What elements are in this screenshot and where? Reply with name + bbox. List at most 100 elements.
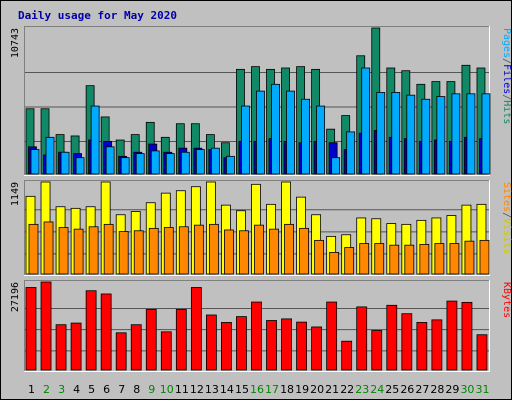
bar-sites-day-19 xyxy=(299,227,309,275)
bar-sites-day-27 xyxy=(419,243,430,275)
bar-kbytes-day-12 xyxy=(190,287,202,371)
bar-kbytes-day-27 xyxy=(416,322,428,371)
day-label: 31 xyxy=(475,383,489,396)
day-label: 5 xyxy=(88,383,95,396)
bar-kbytes-day-26 xyxy=(401,313,413,371)
day-label: 6 xyxy=(103,383,110,396)
day-label: 9 xyxy=(148,383,155,396)
bar-sites-day-29 xyxy=(449,243,460,275)
panel-legend: KBytes xyxy=(501,282,512,318)
bar-kbytes-day-3 xyxy=(55,324,67,371)
day-label: 23 xyxy=(355,383,369,396)
bar-kbytes-day-7 xyxy=(115,332,127,371)
day-label: 4 xyxy=(73,383,80,396)
legend-entry: Visits xyxy=(501,218,512,254)
bar-pages-day-1 xyxy=(30,149,40,175)
bar-sites-day-1 xyxy=(28,223,39,275)
bar-kbytes-day-1 xyxy=(25,287,37,371)
bar-pages-day-9 xyxy=(150,150,160,175)
bar-sites-day-17 xyxy=(269,228,279,275)
day-label: 7 xyxy=(118,383,125,396)
bar-pages-day-25 xyxy=(391,92,401,175)
day-label: 18 xyxy=(280,383,294,396)
bar-sites-day-7 xyxy=(118,231,129,275)
bar-kbytes-day-20 xyxy=(311,326,323,371)
legend-entry: KBytes xyxy=(501,282,512,318)
bar-kbytes-day-10 xyxy=(160,331,172,371)
legend-entry: / xyxy=(501,58,512,64)
bar-kbytes-day-6 xyxy=(100,293,112,371)
bar-sites-day-15 xyxy=(239,230,249,275)
bar-sites-day-3 xyxy=(58,227,69,275)
bar-sites-day-11 xyxy=(178,226,189,275)
bar-sites-day-6 xyxy=(103,223,114,275)
bar-kbytes-day-21 xyxy=(326,301,338,371)
bar-kbytes-day-18 xyxy=(281,318,292,371)
day-label: 27 xyxy=(415,383,429,396)
panel-max-label: 27196 xyxy=(10,282,21,312)
bar-pages-day-20 xyxy=(316,105,326,175)
bar-kbytes-day-5 xyxy=(85,290,97,371)
bar-kbytes-day-14 xyxy=(221,322,232,371)
bar-kbytes-day-23 xyxy=(356,306,368,371)
bar-sites-day-18 xyxy=(284,223,294,275)
chart-panel-2: 27196 KBytes xyxy=(10,280,512,372)
day-label: 26 xyxy=(400,383,414,396)
bar-pages-day-23 xyxy=(361,67,371,175)
bar-sites-day-24 xyxy=(374,243,385,275)
legend-entry: Hits xyxy=(501,100,512,124)
legend-entry: Sites xyxy=(501,182,512,212)
day-label: 10 xyxy=(160,383,174,396)
bar-pages-day-17 xyxy=(271,83,280,175)
day-label: 28 xyxy=(430,383,444,396)
bar-kbytes-day-8 xyxy=(130,324,142,371)
day-label: 13 xyxy=(205,383,219,396)
bar-kbytes-day-28 xyxy=(431,319,443,371)
chart-panel-1: 1149 Sites/Visits xyxy=(10,180,512,276)
bar-pages-day-13 xyxy=(210,147,220,175)
bar-kbytes-day-25 xyxy=(386,304,398,371)
bar-kbytes-day-2 xyxy=(40,281,52,371)
day-label: 30 xyxy=(460,383,474,396)
bar-kbytes-day-31 xyxy=(476,334,488,371)
panel-max-label: 10743 xyxy=(10,28,21,58)
day-label: 1 xyxy=(28,383,35,396)
bar-sites-day-10 xyxy=(163,227,174,275)
bar-kbytes-day-4 xyxy=(70,322,82,371)
bar-kbytes-day-13 xyxy=(205,314,217,371)
bar-sites-day-2 xyxy=(43,221,54,275)
bar-pages-day-6 xyxy=(105,146,115,175)
day-label: 17 xyxy=(265,383,279,396)
bar-kbytes-day-30 xyxy=(461,301,473,371)
day-label: 16 xyxy=(250,383,264,396)
legend-entry: Files xyxy=(501,64,512,94)
bar-sites-day-16 xyxy=(254,224,264,275)
bar-pages-day-24 xyxy=(376,92,386,175)
bar-pages-day-22 xyxy=(346,131,356,175)
bar-pages-day-31 xyxy=(481,93,491,175)
bar-pages-day-26 xyxy=(406,94,416,175)
day-label: 8 xyxy=(133,383,140,396)
panel-legend: Pages/Files/Hits xyxy=(501,28,512,124)
bar-kbytes-day-19 xyxy=(296,321,307,371)
bar-sites-day-14 xyxy=(224,229,234,275)
bar-sites-day-26 xyxy=(404,244,415,275)
bar-pages-day-10 xyxy=(165,153,175,175)
bar-pages-day-16 xyxy=(256,90,265,175)
bar-kbytes-day-9 xyxy=(145,309,157,371)
day-label: 2 xyxy=(43,383,50,396)
chart-panel-0: 10743 Pages/Files/Hits xyxy=(10,26,512,176)
bar-kbytes-day-16 xyxy=(251,301,262,371)
bar-sites-day-21 xyxy=(329,251,340,275)
day-label: 19 xyxy=(295,383,309,396)
day-label: 12 xyxy=(190,383,204,396)
bar-pages-day-15 xyxy=(241,105,250,175)
bar-pages-day-30 xyxy=(466,93,476,175)
day-label: 29 xyxy=(445,383,459,396)
bar-pages-day-18 xyxy=(286,90,295,175)
panel-max-label: 1149 xyxy=(10,182,21,206)
bar-sites-day-12 xyxy=(193,224,204,275)
bar-sites-day-28 xyxy=(434,243,445,275)
legend-entry: / xyxy=(501,212,512,218)
